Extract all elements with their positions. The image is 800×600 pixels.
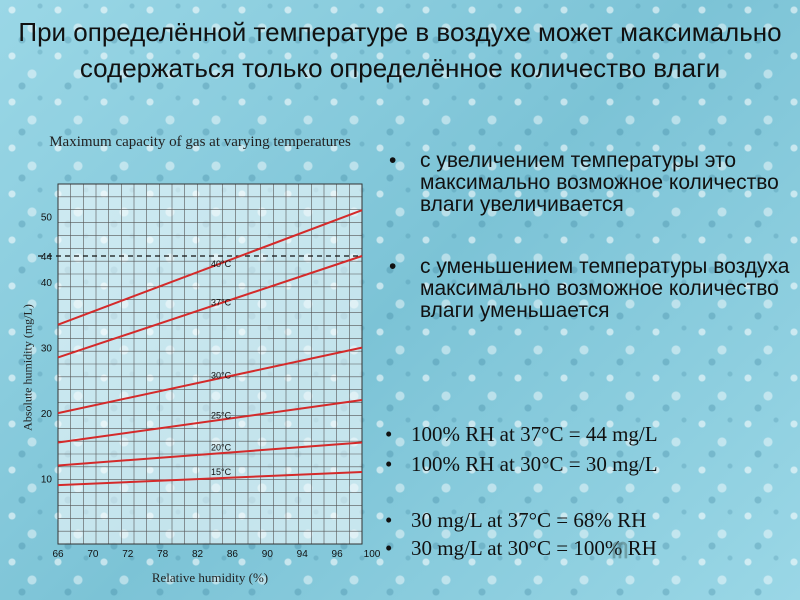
series-line xyxy=(57,471,363,487)
bullet-en-1: • 100% RH at 37°C = 44 mg/L xyxy=(385,422,790,447)
y-tick-label: 20 xyxy=(41,409,53,420)
y-tick-label: 40 xyxy=(41,278,53,289)
bullet-dot-icon: • xyxy=(389,255,397,278)
bullet-en-3-text: 30 mg/L at 37°C = 68% RH xyxy=(411,508,647,532)
y-tick-label: 30 xyxy=(41,344,53,355)
bullet-ru-2-text: с уменьшением температуры воздуха максим… xyxy=(420,255,790,322)
bullet-en-3: • 30 mg/L at 37°C = 68% RH xyxy=(385,508,790,533)
series-line xyxy=(57,441,363,467)
series-label: 20°C xyxy=(211,443,232,453)
x-tick-label: 78 xyxy=(157,549,169,560)
bullet-en-4: • 30 mg/L at 30°C = 100% RH xyxy=(385,536,790,561)
x-tick-label: 70 xyxy=(87,549,99,560)
x-tick-label: 66 xyxy=(52,549,64,560)
x-axis-label: Relative humidity (%) xyxy=(151,570,269,585)
bullet-dot-icon: • xyxy=(385,422,393,446)
bullet-ru-2: • с уменьшением температуры воздуха макс… xyxy=(385,256,790,322)
watermark-logo: ᗰ xyxy=(612,538,628,563)
plot-border xyxy=(57,183,363,545)
bullet-dot-icon: • xyxy=(385,508,393,532)
series-line xyxy=(57,399,363,444)
bullet-ru-1: • с увеличением температуры это максимал… xyxy=(385,150,790,216)
chart-title: Maximum capacity of gas at varying tempe… xyxy=(49,134,351,150)
y-tick-label: 44 xyxy=(41,252,53,263)
x-tick-label: 94 xyxy=(297,549,309,560)
y-tick-label: 10 xyxy=(41,475,53,486)
series-label: 37°C xyxy=(211,298,232,308)
bullet-dot-icon: • xyxy=(385,536,393,560)
bullet-en-2: • 100% RH at 30°C = 30 mg/L xyxy=(385,452,790,477)
x-tick-label: 86 xyxy=(227,549,239,560)
series-label: 40°C xyxy=(211,259,232,269)
x-tick-label: 82 xyxy=(192,549,204,560)
series-label: 30°C xyxy=(211,370,232,380)
bullet-dot-icon: • xyxy=(389,149,397,172)
bullet-en-1-text: 100% RH at 37°C = 44 mg/L xyxy=(411,422,658,446)
x-tick-label: 72 xyxy=(122,549,134,560)
series-line xyxy=(57,209,363,326)
bullet-en-2-text: 100% RH at 30°C = 30 mg/L xyxy=(411,452,658,476)
bullet-dot-icon: • xyxy=(385,452,393,476)
russian-bullets: • с увеличением температуры это максимал… xyxy=(385,150,790,322)
series-label: 15°C xyxy=(211,467,232,477)
x-tick-label: 96 xyxy=(332,549,344,560)
series-line xyxy=(57,255,363,359)
bullet-en-4-text: 30 mg/L at 30°C = 100% RH xyxy=(411,536,657,560)
x-tick-label: 90 xyxy=(262,549,274,560)
bullet-ru-1-text: с увеличением температуры это максимальн… xyxy=(420,149,779,216)
series-line xyxy=(57,346,363,415)
slide-title: При определённой температуре в воздухе м… xyxy=(18,17,782,83)
x-tick-label: 100 xyxy=(364,549,381,560)
y-tick-label: 50 xyxy=(41,213,53,224)
series-label: 25°C xyxy=(211,411,232,421)
